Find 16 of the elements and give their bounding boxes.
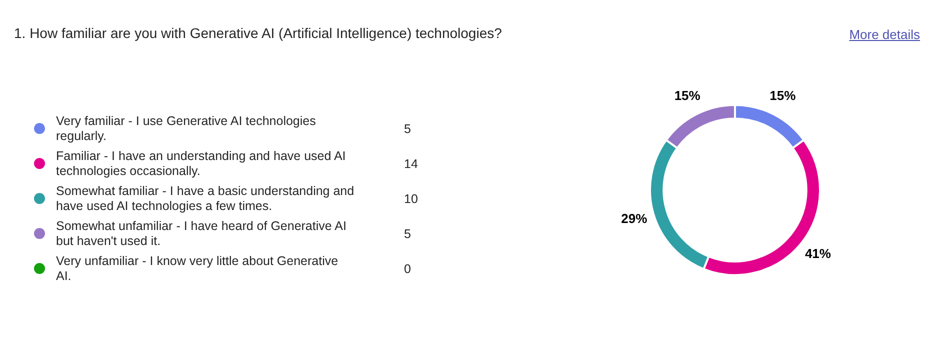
data-label: 41%: [804, 246, 832, 261]
text: 0: [404, 262, 411, 276]
text: More details: [849, 27, 920, 42]
text: 5: [404, 122, 411, 136]
text: 5: [404, 226, 411, 240]
legend-label: Very familiar - I use Generative AI technologies regularly.: [56, 114, 317, 144]
data-label: 15%: [770, 88, 796, 104]
data-label: 29%: [621, 210, 648, 226]
legend-label: Somewhat unfamiliar - I have heard of Generative AI but haven't used it.: [56, 218, 348, 248]
legend-label: Somewhat familiar - I have a basic understanding and have used AI technologies a few times.: [56, 184, 356, 214]
text: 14: [404, 156, 418, 170]
legend-label: Familiar - I have an understanding and have used AI technologies occasionally.: [56, 148, 347, 178]
chart-title: 1. How familiar are you with Generative AI (Artificial Intelligence) technologies?: [14, 25, 502, 41]
text: 10: [404, 192, 418, 206]
data-label: 15%: [674, 88, 701, 104]
legend-label: Very unfamiliar - I know very little about Generative AI.: [56, 254, 340, 284]
